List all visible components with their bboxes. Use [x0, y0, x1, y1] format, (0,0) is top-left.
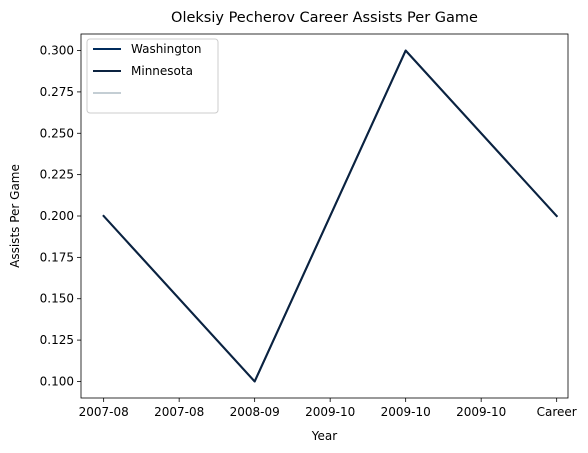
y-tick-label: 0.200 [40, 209, 74, 223]
y-axis: 0.100 0.125 0.150 0.175 0.200 0.225 0.250 0.275… [40, 44, 81, 388]
x-tick-label: 2009-10 [456, 405, 506, 419]
y-tick-label: 0.225 [40, 168, 74, 182]
y-tick-label: 0.100 [40, 374, 74, 388]
y-tick-label: 0.175 [40, 250, 74, 264]
x-tick-label: Career [537, 405, 577, 419]
legend-label: Washington [131, 42, 202, 56]
y-tick-label: 0.300 [40, 44, 74, 58]
chart-title: Oleksiy Pecherov Career Assists Per Game [171, 10, 478, 26]
x-tick-label: 2008-09 [230, 405, 280, 419]
legend-frame [86, 38, 219, 114]
x-tick-label: 2009-10 [381, 405, 431, 419]
y-axis-label: Assists Per Game [8, 164, 22, 268]
x-tick-label: 2007-08 [79, 405, 129, 419]
series-layer [102, 49, 559, 383]
legend-label: Minnesota [131, 64, 193, 78]
series-line-1 [102, 49, 559, 383]
x-axis: 2007-08 2007-08 2008-09 2009-10 2009-10 2009-… [79, 398, 577, 419]
y-tick-label: 0.275 [40, 85, 74, 99]
y-tick-label: 0.125 [40, 333, 74, 347]
x-tick-label: 2007-08 [154, 405, 204, 419]
x-tick-label: 2009-10 [305, 405, 355, 419]
x-axis-label: Year [311, 429, 337, 443]
legend: Washington Minnesota [86, 38, 219, 114]
y-tick-label: 0.150 [40, 292, 74, 306]
y-tick-label: 0.250 [40, 126, 74, 140]
